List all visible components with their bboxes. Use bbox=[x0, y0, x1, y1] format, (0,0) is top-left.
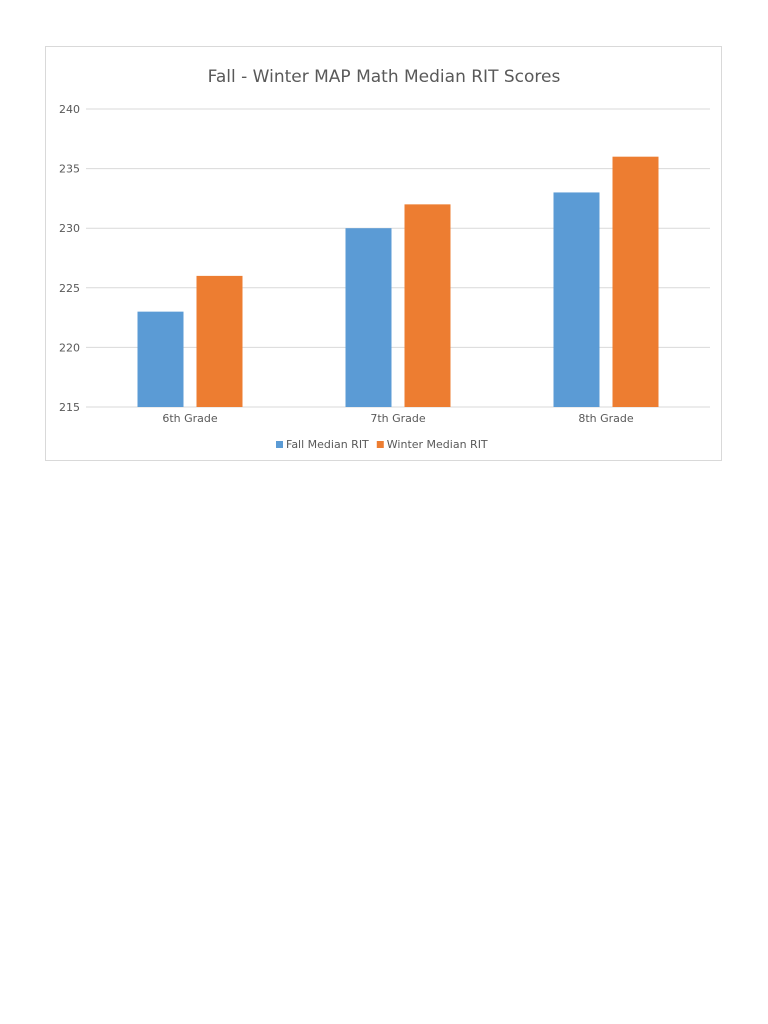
bar-layer bbox=[137, 156, 659, 407]
chart-title: Fall - Winter MAP Math Median RIT Scores bbox=[208, 67, 561, 87]
y-tick-label: 230 bbox=[59, 222, 80, 235]
bar-fall-median-rit-8th-grade bbox=[553, 192, 600, 407]
x-axis-labels: 6th Grade 7th Grade 8th Grade bbox=[162, 412, 634, 425]
y-tick-label: 225 bbox=[59, 282, 80, 295]
legend-swatch bbox=[276, 441, 283, 448]
bar-winter-median-rit-7th-grade bbox=[404, 204, 451, 407]
legend-label: Fall Median RIT bbox=[286, 438, 369, 451]
bar-winter-median-rit-6th-grade bbox=[196, 275, 243, 407]
legend-swatch bbox=[376, 441, 384, 448]
x-tick-label: 8th Grade bbox=[578, 412, 634, 425]
bar-winter-median-rit-8th-grade bbox=[612, 156, 659, 407]
bar-fall-median-rit-7th-grade bbox=[345, 228, 392, 407]
x-tick-label: 7th Grade bbox=[370, 412, 426, 425]
y-tick-label: 240 bbox=[59, 103, 80, 116]
y-tick-label: 235 bbox=[59, 163, 80, 176]
y-tick-label: 220 bbox=[59, 341, 80, 354]
x-tick-label: 6th Grade bbox=[162, 412, 218, 425]
legend: Fall Median RIT Winter Median RIT bbox=[276, 438, 488, 451]
y-tick-label: 215 bbox=[59, 401, 80, 414]
grid-layer: 215 220 225 230 235 240 bbox=[59, 103, 710, 414]
legend-label: Winter Median RIT bbox=[387, 438, 488, 451]
bar-fall-median-rit-6th-grade bbox=[137, 311, 184, 407]
